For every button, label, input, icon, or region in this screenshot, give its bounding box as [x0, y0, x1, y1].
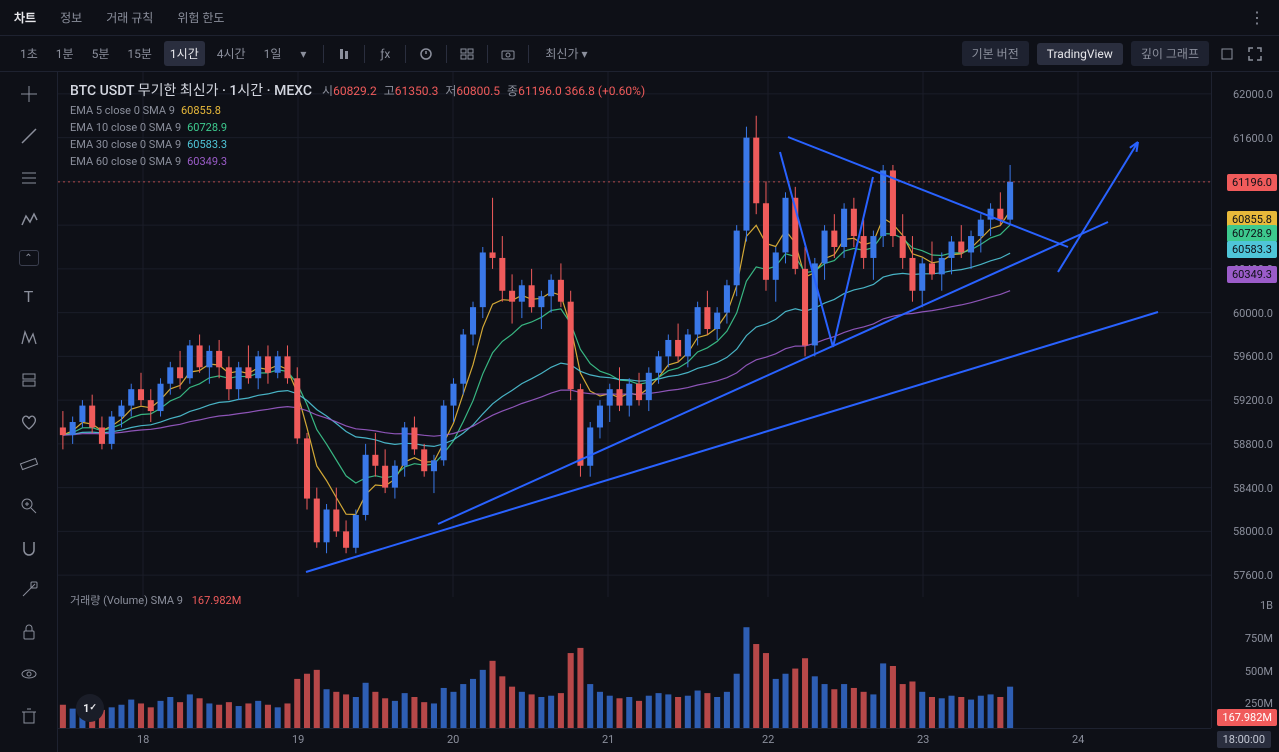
y-tick: 60000.0 [1233, 307, 1273, 320]
long-position-tool-icon[interactable] [17, 368, 41, 392]
tab-rules[interactable]: 거래 규칙 [106, 9, 153, 26]
y-tick: 58400.0 [1233, 482, 1273, 495]
eye-tool-icon[interactable] [17, 662, 41, 686]
tab-risk[interactable]: 위험 한도 [177, 9, 224, 26]
ruler-tool-icon[interactable] [17, 452, 41, 476]
vol-y-tick: 1B [1260, 599, 1273, 612]
separator [446, 45, 447, 63]
trash-tool-icon[interactable] [17, 704, 41, 728]
fib-tool-icon[interactable] [17, 166, 41, 190]
separator [528, 45, 529, 63]
zoom-tool-icon[interactable] [17, 494, 41, 518]
indicator-row: EMA 5 close 0 SMA 960855.8 [70, 104, 645, 117]
tf-1m[interactable]: 1분 [50, 41, 80, 66]
fullscreen-icon[interactable] [1245, 44, 1265, 64]
toolbar: 1초 1분 5분 15분 1시간 4시간 1일 ▾ ƒx 최신가 ▾ 기본 버전… [0, 36, 1279, 72]
candle-style-icon[interactable] [334, 44, 354, 64]
ohlc-c: 61196.0 [518, 84, 562, 98]
vol-y-tick: 500M [1245, 665, 1273, 678]
collapse-icon[interactable]: ⌃ [19, 250, 39, 266]
top-tabs: 차트 정보 거래 규칙 위험 한도 ⋮ [0, 0, 1279, 36]
lock-draw-tool-icon[interactable] [17, 578, 41, 602]
tf-1d[interactable]: 1일 [258, 41, 288, 66]
price-tag: 60349.3 [1227, 266, 1277, 283]
x-tick: 19 [292, 733, 304, 746]
price-tag: 61196.0 [1227, 174, 1277, 191]
ohlc-l: 60800.5 [456, 84, 500, 98]
heart-tool-icon[interactable] [17, 410, 41, 434]
volume-y-axis[interactable]: 1B750M500M250M167.982M [1211, 597, 1279, 728]
tf-1s[interactable]: 1초 [14, 41, 44, 66]
y-tick: 62000.0 [1233, 88, 1273, 101]
separator [405, 45, 406, 63]
y-tick: 61600.0 [1233, 132, 1273, 145]
lock-tool-icon[interactable] [17, 620, 41, 644]
x-tick: 23 [917, 733, 929, 746]
indicators-icon[interactable]: ƒx [375, 44, 395, 64]
drawing-tools: ⌃ T [0, 72, 58, 752]
chart-area: ⌃ T BTC USDT 무기한 최신가 · 1시간 · MEXC 시60829… [0, 72, 1279, 752]
ohlc-h-label: 고 [384, 84, 395, 98]
price-tag: 60583.3 [1227, 241, 1277, 258]
crosshair-tool-icon[interactable] [17, 82, 41, 106]
separator [364, 45, 365, 63]
chart-legend: BTC USDT 무기한 최신가 · 1시간 · MEXC 시60829.2 고… [70, 80, 645, 168]
x-tick: 18 [137, 733, 149, 746]
y-tick: 59600.0 [1233, 350, 1273, 363]
layout-square-icon[interactable] [1217, 44, 1237, 64]
tf-4h[interactable]: 4시간 [211, 41, 252, 66]
depth-chart-button[interactable]: 깊이 그래프 [1131, 41, 1209, 66]
chart-main[interactable]: BTC USDT 무기한 최신가 · 1시간 · MEXC 시60829.2 고… [58, 72, 1279, 752]
y-tick: 57600.0 [1233, 569, 1273, 582]
pattern-tool-icon[interactable] [17, 208, 41, 232]
price-source[interactable]: 최신가 ▾ [539, 41, 593, 66]
y-tick: 59200.0 [1233, 394, 1273, 407]
ohlc-h: 61350.3 [395, 84, 439, 98]
vol-y-tick: 750M [1245, 632, 1273, 645]
alert-icon[interactable] [416, 44, 436, 64]
x-axis-time-tag: 18:00:00 [1217, 731, 1271, 748]
price-tag: 60728.9 [1227, 225, 1277, 242]
ohlc-l-label: 저 [445, 84, 456, 98]
indicator-row: EMA 30 close 0 SMA 960583.3 [70, 138, 645, 151]
x-tick: 22 [762, 733, 774, 746]
ohlc-c-label: 종 [507, 84, 518, 98]
layout-icon[interactable] [457, 44, 477, 64]
y-tick: 58000.0 [1233, 525, 1273, 538]
trendline-tool-icon[interactable] [17, 124, 41, 148]
tradingview-button[interactable]: TradingView [1037, 43, 1123, 65]
menu-dots-icon[interactable]: ⋮ [1249, 8, 1265, 27]
x-tick: 21 [602, 733, 614, 746]
ohlc-chg: 366.8 (+0.60%) [565, 84, 645, 98]
volume-tag: 167.982M [1217, 709, 1277, 726]
volume-legend-val: 167.982M [192, 594, 242, 607]
tab-info[interactable]: 정보 [60, 9, 82, 26]
x-tick: 24 [1072, 733, 1084, 746]
indicator-row: EMA 10 close 0 SMA 960728.9 [70, 121, 645, 134]
tf-15m[interactable]: 15분 [121, 41, 158, 66]
separator [487, 45, 488, 63]
x-axis[interactable]: 18:00:00 18192021222324 [58, 728, 1211, 752]
tab-chart[interactable]: 차트 [14, 9, 36, 26]
magnet-tool-icon[interactable] [17, 536, 41, 560]
x-tick: 20 [447, 733, 459, 746]
symbol-title: BTC USDT 무기한 최신가 · 1시간 · MEXC [70, 80, 312, 100]
y-tick: 58800.0 [1233, 438, 1273, 451]
ohlc-o-label: 시 [322, 84, 333, 98]
volume-chart[interactable] [58, 597, 1211, 728]
volume-legend-text: 거래량 (Volume) SMA 9 [70, 594, 183, 607]
separator [323, 45, 324, 63]
tf-1h[interactable]: 1시간 [164, 41, 205, 66]
indicator-row: EMA 60 close 0 SMA 960349.3 [70, 155, 645, 168]
tf-5m[interactable]: 5분 [86, 41, 116, 66]
volume-legend: 거래량 (Volume) SMA 9 167.982M [70, 592, 241, 608]
chevron-down-icon[interactable]: ▾ [293, 44, 313, 64]
camera-icon[interactable] [498, 44, 518, 64]
ohlc-o: 60829.2 [333, 84, 377, 98]
text-tool-icon[interactable]: T [17, 284, 41, 308]
xabcd-tool-icon[interactable] [17, 326, 41, 350]
basic-version-button[interactable]: 기본 버전 [962, 41, 1029, 66]
tradingview-logo-icon[interactable]: 1✓ [76, 694, 104, 722]
price-y-axis[interactable]: 62000.061600.061200.060800.060400.060000… [1211, 72, 1279, 597]
